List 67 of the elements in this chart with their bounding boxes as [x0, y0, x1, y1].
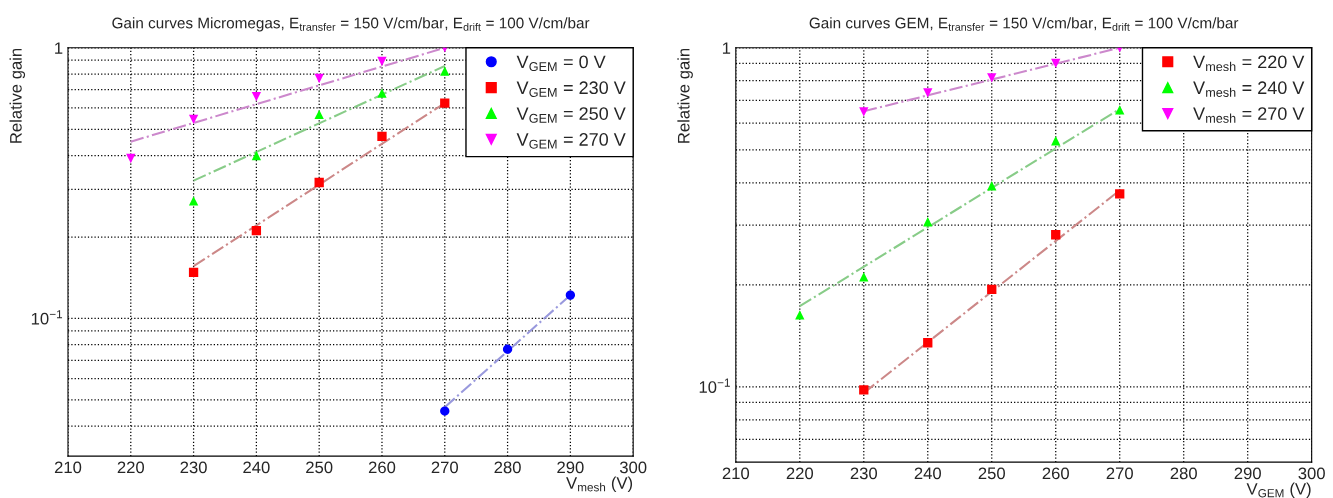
- point: [251, 226, 262, 236]
- x-tick-label: 290: [557, 461, 584, 474]
- point: [440, 98, 450, 108]
- x-tick-label: 250: [978, 467, 1006, 480]
- x-tick-label: 290: [1234, 467, 1261, 480]
- point: [377, 88, 387, 98]
- y-tick-label: 1: [722, 42, 731, 54]
- legend-label: V$_{GEM}$ = 230 V: [516, 81, 626, 97]
- y-tick-label: 1: [55, 42, 63, 54]
- point: [1115, 105, 1125, 115]
- point: [1051, 230, 1061, 240]
- x-tick-label: 210: [54, 461, 82, 474]
- point: [440, 66, 450, 76]
- y-tick-label: 10$^{−1}$: [699, 378, 730, 393]
- point: [440, 406, 450, 416]
- legend-label: V$_{GEM}$ = 270 V: [516, 133, 626, 149]
- point: [188, 267, 199, 278]
- x-tick-label: 270: [431, 461, 459, 474]
- legend-label: V$_{mesh}$ = 240 V: [1193, 81, 1305, 97]
- point: [859, 272, 869, 282]
- point: [795, 310, 805, 320]
- x-tick-label: 220: [786, 467, 814, 480]
- x-tick-label: 220: [117, 461, 145, 474]
- point: [859, 385, 869, 395]
- x-axis-title: V$_{mesh}$ (V): [566, 476, 633, 493]
- x-tick-label: 260: [1042, 467, 1069, 480]
- y-axis-title: Relative gain: [9, 48, 26, 143]
- point: [1115, 189, 1125, 199]
- x-tick-label: 300: [619, 461, 647, 474]
- y-axis-title: Relative gain: [677, 48, 693, 143]
- x-tick-label: 240: [914, 467, 942, 480]
- point: [502, 344, 513, 354]
- x-tick-label: 240: [243, 461, 270, 474]
- x-tick-label: 230: [180, 461, 207, 474]
- point: [188, 114, 199, 125]
- x-tick-label: 280: [494, 461, 521, 474]
- x-tick-label: 230: [850, 467, 878, 480]
- point: [923, 88, 933, 98]
- x-tick-label: 210: [722, 467, 750, 480]
- point: [923, 338, 933, 348]
- point: [251, 92, 262, 102]
- x-tick-label: 300: [1298, 467, 1325, 480]
- point: [377, 131, 387, 141]
- point: [188, 196, 199, 206]
- legend-label: V$_{mesh}$ = 220 V: [1193, 55, 1305, 72]
- legend-label: V$_{mesh}$ = 270 V: [1193, 107, 1305, 123]
- legend-label: V$_{GEM}$ = 0 V: [516, 55, 606, 72]
- x-tick-label: 260: [368, 461, 396, 474]
- x-tick-label: 270: [1106, 467, 1133, 480]
- point: [314, 73, 324, 84]
- point: [377, 56, 387, 67]
- point: [1051, 58, 1061, 68]
- point: [987, 284, 997, 294]
- chart-title: Gain curves Micromegas, E$_{transfer}$ = 150 V/cm/bar, E$_{drift}$ = 100 V/cm/bar: [112, 17, 590, 32]
- legend-label: V$_{GEM}$ = 250 V: [516, 107, 626, 123]
- point: [859, 107, 869, 117]
- point: [314, 109, 324, 119]
- x-tick-label: 250: [306, 461, 333, 474]
- point: [565, 290, 576, 300]
- y-tick-label: 10$^{−1}$: [31, 310, 63, 325]
- chart-title: Gain curves GEM, E$_{transfer}$ = 150 V/cm/bar, E$_{drift}$ = 100 V/cm/bar: [809, 17, 1239, 31]
- point: [314, 177, 324, 188]
- point: [126, 153, 136, 164]
- x-axis-title: V$_{GEM}$ (V): [1246, 482, 1311, 498]
- x-tick-label: 280: [1170, 467, 1197, 480]
- point: [251, 150, 262, 161]
- point: [987, 73, 997, 83]
